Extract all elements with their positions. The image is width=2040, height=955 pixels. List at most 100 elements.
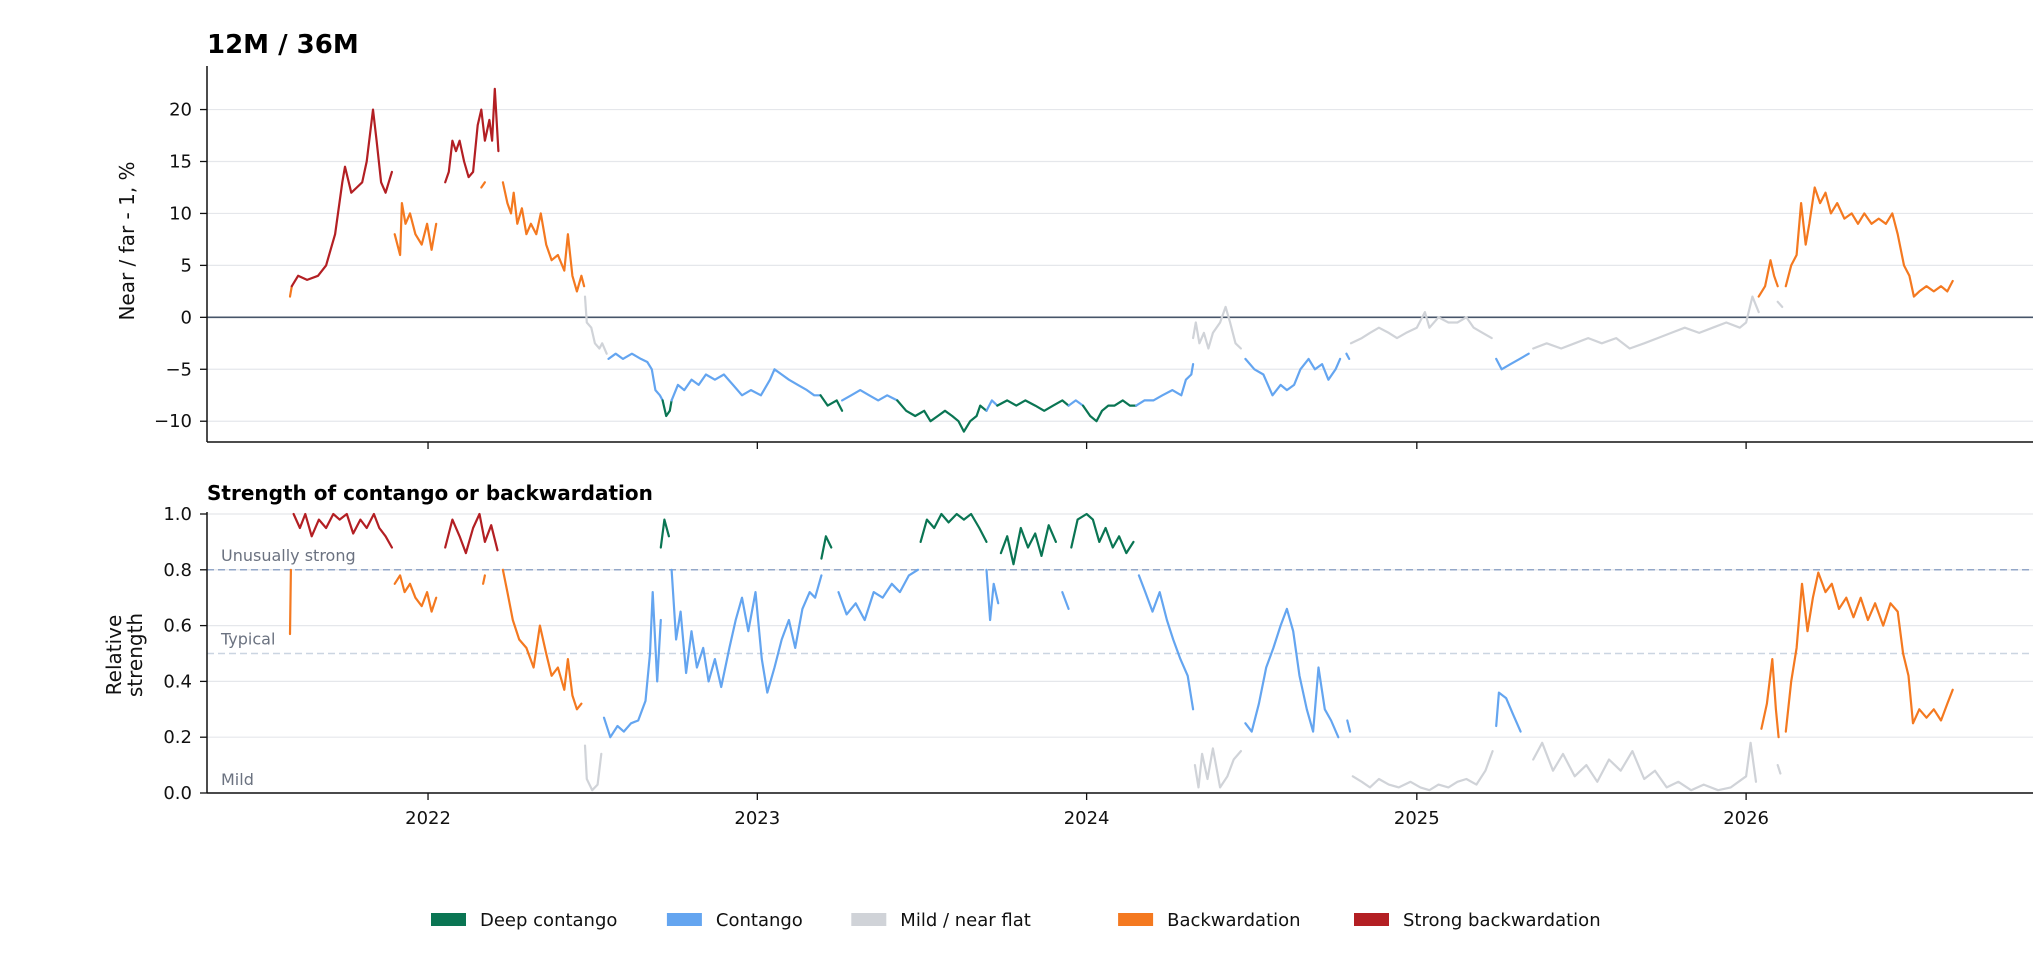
legend-swatch — [851, 913, 887, 926]
bottom-series-deep-contango — [919, 512, 988, 543]
top-y-tick-label: −5 — [165, 359, 192, 380]
top-y-axis-label: Near / far - 1, % — [115, 161, 139, 320]
top-series-mild — [1349, 311, 1493, 345]
bottom-x-tick-label: 2026 — [1723, 808, 1769, 829]
top-series-backwardation — [393, 202, 438, 257]
bottom-series-backwardation — [482, 574, 486, 585]
bottom-series-backwardation — [393, 574, 438, 613]
reference-line-label: Unusually strong — [221, 546, 356, 565]
strength-panel: Strength of contango or backwardation Un… — [102, 481, 2033, 829]
bottom-series-contango — [1244, 607, 1340, 739]
bottom-series-contango — [1061, 591, 1070, 610]
legend-item-contango: Contango — [666, 910, 803, 931]
bottom-y-axis-label: Relative strength — [102, 613, 147, 697]
bottom-series-backwardation — [501, 568, 583, 711]
bottom-series-contango — [1346, 719, 1352, 733]
top-y-tick-label: −10 — [154, 411, 192, 432]
bottom-x-tick-label: 2022 — [405, 808, 451, 829]
legend-item-mild: Mild / near flat — [851, 910, 1031, 931]
top-series-mild — [1776, 300, 1784, 308]
top-series-contango — [670, 368, 822, 402]
bottom-series-mild — [1532, 741, 1758, 792]
bottom-series-backwardation — [288, 568, 292, 636]
bottom-y-axis-label-line-2: strength — [123, 613, 147, 697]
top-y-tick-label: 10 — [169, 203, 192, 224]
top-series-contango — [1067, 399, 1085, 407]
bottom-series-contango — [837, 568, 919, 622]
chart-legend: Deep contango Contango Mild / near flat Bac… — [431, 910, 1601, 931]
top-series-mild — [583, 295, 608, 355]
bottom-y-tick-label: 0.4 — [163, 671, 192, 692]
top-y-tick-label: 15 — [169, 152, 192, 173]
top-series-backwardation — [480, 181, 486, 189]
top-series-contango — [985, 399, 999, 412]
legend-label: Mild / near flat — [900, 910, 1031, 931]
bottom-x-tick-label: 2023 — [734, 808, 780, 829]
bottom-x-tick-label: 2024 — [1064, 808, 1110, 829]
bottom-series-contango — [1495, 691, 1522, 733]
bottom-y-tick-label: 1.0 — [163, 504, 192, 525]
bottom-series-contango — [1137, 574, 1195, 711]
bottom-x-tick-label: 2025 — [1394, 808, 1440, 829]
bottom-series-deep-contango — [820, 535, 833, 560]
top-chart-title: 12M / 36M — [207, 30, 359, 60]
bottom-series-deep-contango — [659, 518, 670, 549]
top-series-mild — [1532, 295, 1760, 350]
legend-swatch — [1118, 913, 1154, 926]
bottom-series-strong-backwardation — [444, 512, 499, 555]
legend-label: Backwardation — [1167, 910, 1300, 931]
bottom-series-mild — [1351, 750, 1494, 792]
top-series-deep-contango — [661, 399, 673, 418]
bottom-y-tick-label: 0.8 — [163, 560, 192, 581]
bottom-series-backwardation — [1760, 658, 1780, 739]
bottom-series-contango — [670, 568, 823, 694]
legend-swatch — [1354, 913, 1389, 926]
top-y-tick-label: 0 — [181, 307, 192, 328]
bottom-series-mild — [1776, 764, 1782, 775]
bottom-y-axis-label-line-1: Relative — [102, 615, 126, 696]
top-series-backwardation — [288, 285, 293, 298]
legend-label: Strong backwardation — [1403, 910, 1601, 931]
top-series-strong-backwardation — [444, 87, 500, 184]
top-series-backwardation — [1757, 259, 1779, 298]
legend-label: Contango — [716, 910, 803, 931]
legend-item-backwardation: Backwardation — [1118, 910, 1301, 931]
legend-swatch — [431, 913, 466, 926]
top-series-contango — [841, 389, 899, 402]
bottom-series-contango — [985, 568, 1000, 622]
top-series-backwardation — [1784, 186, 1954, 298]
legend-swatch — [666, 913, 702, 926]
price-spread-panel: 12M / 36M 20 15 10 5 0 −5 −10 Near / far - 1, … — [115, 30, 2033, 449]
top-series-contango — [607, 352, 664, 402]
top-series-mild — [1192, 305, 1242, 350]
top-series-backwardation — [501, 181, 586, 293]
bottom-series-deep-contango — [999, 524, 1057, 566]
top-series-contango — [1135, 363, 1195, 407]
bottom-series-deep-contango — [1070, 512, 1135, 555]
top-series-deep-contango — [896, 399, 988, 433]
bottom-chart-title: Strength of contango or backwardation — [207, 481, 653, 505]
top-series-deep-contango — [819, 394, 844, 412]
bottom-y-tick-label: 0.6 — [163, 616, 192, 637]
bottom-y-tick-label: 0.2 — [163, 727, 192, 748]
top-series-strong-backwardation — [290, 108, 393, 288]
top-series-deep-contango — [1081, 399, 1138, 423]
top-series-contango — [1244, 357, 1342, 397]
reference-line-label: Typical — [220, 630, 275, 649]
legend-label: Deep contango — [480, 910, 617, 931]
bottom-series-mild — [1193, 747, 1242, 789]
bottom-y-tick-label: 0.0 — [163, 783, 192, 804]
top-series-contango — [1345, 352, 1351, 360]
top-y-tick-label: 20 — [169, 100, 192, 121]
legend-item-deep-contango: Deep contango — [431, 910, 617, 931]
bottom-series-contango — [602, 591, 662, 739]
bottom-series-strong-backwardation — [292, 512, 393, 549]
top-y-tick-label: 5 — [181, 255, 192, 276]
reference-line-label: Mild — [221, 770, 254, 789]
top-series-deep-contango — [996, 399, 1070, 412]
bottom-series-mild — [583, 744, 603, 792]
bottom-series-backwardation — [1784, 571, 1954, 733]
top-series-contango — [1495, 352, 1530, 371]
